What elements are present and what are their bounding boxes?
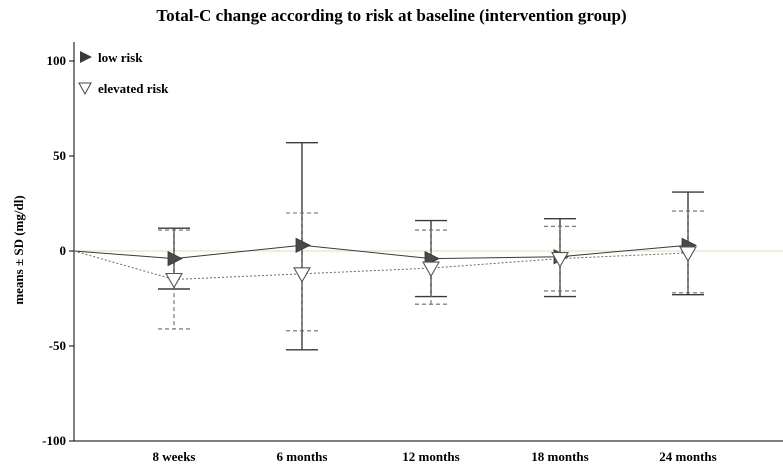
elevated-risk-marker	[293, 267, 311, 283]
legend-marker-low-risk	[80, 51, 92, 63]
elevated-risk-marker	[165, 272, 183, 289]
elevated-risk-marker	[422, 261, 440, 278]
y-tick-label: 100	[47, 53, 67, 68]
series-line-low-risk	[73, 244, 689, 260]
y-tick-label: -50	[49, 338, 66, 353]
y-tick-label: 50	[53, 148, 66, 163]
chart-title: Total-C change according to risk at base…	[156, 6, 627, 25]
low-risk-marker	[167, 250, 183, 267]
legend: low risk elevated risk	[78, 50, 169, 96]
axes: 100 50 0 -50 -100 8 weeks 6 months 12 months 18 …	[42, 42, 783, 464]
error-bars	[158, 141, 704, 351]
x-tick-label: 12 months	[402, 449, 459, 464]
series-line-elevated-risk	[73, 250, 689, 281]
x-tick-label: 6 months	[277, 449, 328, 464]
y-tick-label: 0	[60, 243, 67, 258]
legend-label-low-risk: low risk	[98, 50, 143, 65]
elevated-risk-marker	[551, 252, 569, 268]
x-tick-label: 8 weeks	[153, 449, 196, 464]
low-risk-marker	[295, 237, 311, 253]
series-lines	[73, 244, 689, 281]
legend-label-elevated-risk: elevated risk	[98, 81, 169, 96]
y-tick-label: -100	[42, 433, 66, 448]
x-tick-label: 18 months	[531, 449, 588, 464]
markers	[165, 237, 697, 289]
legend-marker-elevated-risk	[78, 82, 92, 96]
x-tick-label: 24 months	[659, 449, 716, 464]
y-axis-title: means ± SD (mg/dl)	[11, 195, 26, 304]
elevated-risk-marker	[679, 246, 697, 263]
